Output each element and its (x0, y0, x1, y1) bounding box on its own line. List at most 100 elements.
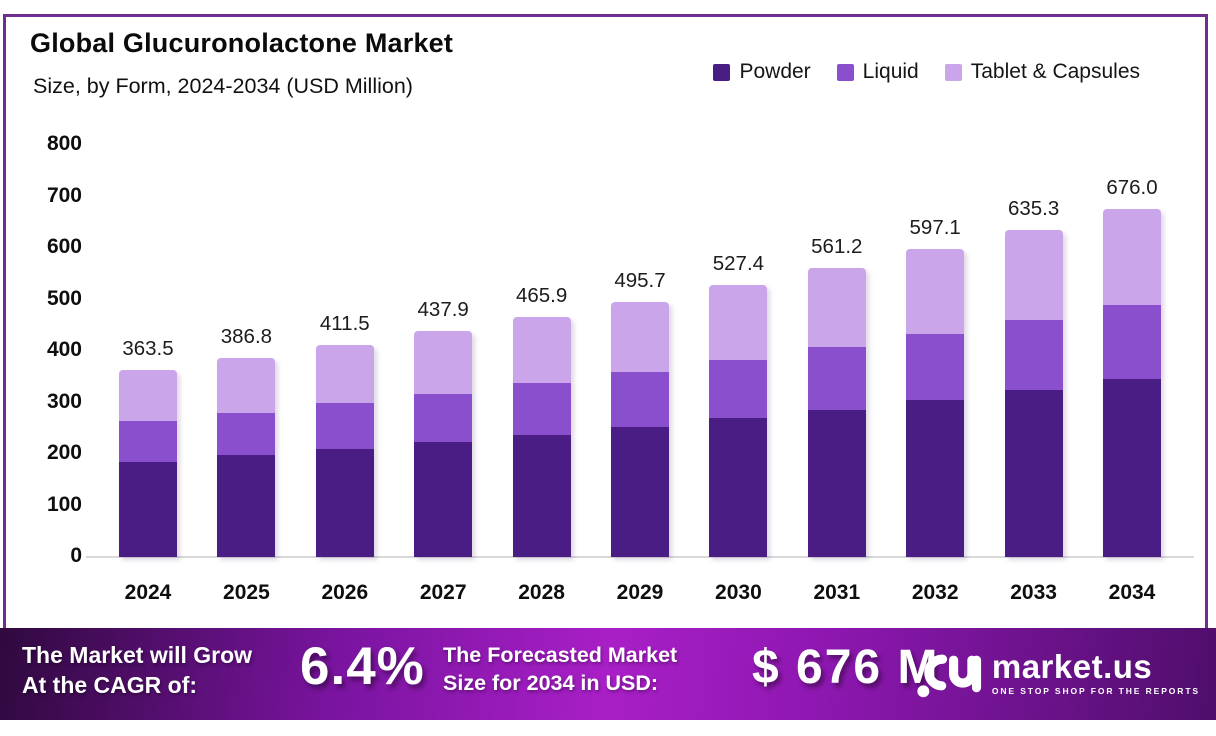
bar-2033 (1004, 229, 1063, 557)
forecast-caption-line2: Size for 2034 in USD: (443, 670, 659, 695)
bar-2029-segment-tablet-capsules (611, 301, 669, 372)
bar-2025-segment-tablet-capsules (217, 357, 276, 413)
legend-item-tablet-capsules: Tablet & Capsules (944, 60, 1140, 84)
x-axis-year-label-2026: 2026 (321, 581, 369, 604)
chart-subtitle: Size, by Form, 2024-2034 (USD Million) (33, 74, 413, 98)
forecast-caption: The Forecasted Market Size for 2034 in U… (443, 642, 677, 698)
forecast-caption-line1: The Forecasted Market (443, 643, 678, 667)
x-axis-year-label-2032: 2032 (911, 581, 959, 604)
y-axis-tick-label: 0 (70, 544, 82, 567)
bar-2029-segment-powder (611, 426, 669, 557)
bar-total-label-2028: 465.9 (515, 284, 568, 308)
legend-swatch-icon (713, 63, 731, 81)
y-axis-tick-label: 400 (46, 338, 82, 361)
bar-2026-segment-liquid (315, 403, 374, 449)
y-axis-tick-label: 600 (46, 235, 82, 258)
bar-2027 (414, 331, 473, 557)
bar-total-label-2026: 411.5 (319, 312, 370, 336)
y-axis-tick-label: 700 (46, 183, 82, 207)
cagr-caption-line1: The Market will Grow (22, 642, 253, 668)
bar-2034-segment-powder (1103, 379, 1161, 557)
cagr-value: 6.4% (300, 637, 425, 696)
bar-2028-segment-powder (512, 434, 571, 557)
bar-2024 (119, 369, 177, 557)
cagr-caption: The Market will Grow At the CAGR of: (22, 641, 252, 701)
y-axis-tick-label: 800 (46, 132, 82, 155)
bar-2030 (709, 285, 768, 557)
bar-2027-segment-tablet-capsules (414, 331, 473, 394)
bar-total-label-2034: 676.0 (1106, 175, 1158, 199)
bar-2027-segment-powder (414, 441, 473, 557)
bar-total-label-2032: 597.1 (909, 216, 961, 240)
bar-2031-segment-powder (807, 409, 866, 557)
bar-total-label-2030: 527.4 (712, 252, 765, 276)
legend-swatch-icon (836, 63, 854, 81)
bar-2033-segment-tablet-capsules (1004, 229, 1063, 320)
marketus-logo-icon (917, 654, 981, 698)
bar-2025-segment-liquid (217, 412, 276, 456)
legend-item-powder: Powder (713, 60, 811, 84)
brand-tagline: ONE STOP SHOP FOR THE REPORTS (991, 686, 1200, 697)
bar-total-label-2029: 495.7 (614, 268, 666, 292)
bar-total-label-2027: 437.9 (417, 298, 469, 322)
legend-item-liquid: Liquid (836, 60, 919, 84)
footer-banner: The Market will Grow At the CAGR of: 6.4… (0, 628, 1216, 720)
cagr-caption-line2: At the CAGR of: (22, 671, 198, 698)
bar-2028-segment-liquid (512, 383, 571, 435)
bar-2031-segment-liquid (807, 347, 866, 410)
bar-2029-segment-liquid (611, 371, 669, 427)
legend-label: Tablet & Capsules (970, 60, 1140, 83)
bar-2024-segment-tablet-capsules (119, 369, 177, 422)
bar-2027-segment-liquid (414, 393, 473, 442)
bar-2028-segment-tablet-capsules (512, 317, 571, 384)
x-axis-year-label-2033: 2033 (1010, 581, 1057, 604)
bar-2031 (807, 267, 866, 557)
bar-2030-segment-powder (709, 418, 768, 557)
bar-2026-segment-powder (315, 448, 374, 557)
brand-logo: market.us ONE STOP SHOP FOR THE REPORTS (916, 645, 1200, 701)
x-axis-year-label-2029: 2029 (616, 581, 664, 604)
bar-2026 (315, 345, 374, 557)
y-axis-tick-label: 500 (46, 286, 82, 310)
bar-2032-segment-tablet-capsules (906, 249, 965, 335)
bar-2034-segment-liquid (1103, 304, 1161, 380)
legend-swatch-icon (944, 63, 962, 81)
y-axis-tick-label: 100 (46, 492, 82, 516)
bar-2026-segment-tablet-capsules (315, 345, 374, 404)
x-axis-year-label-2034: 2034 (1108, 581, 1156, 604)
bar-total-label-2025: 386.8 (220, 324, 273, 348)
y-axis-tick-label: 300 (46, 389, 82, 413)
bar-2034 (1103, 208, 1161, 557)
bar-2029 (611, 301, 669, 557)
bar-2031-segment-tablet-capsules (807, 267, 866, 348)
bar-total-label-2024: 363.5 (122, 336, 174, 360)
x-axis-year-label-2030: 2030 (715, 581, 762, 604)
bar-2032 (906, 249, 965, 557)
bar-2025-segment-powder (217, 455, 276, 557)
legend: Powder Liquid Tablet & Capsules (713, 60, 1140, 84)
bar-2030-segment-liquid (709, 360, 768, 419)
bar-2033-segment-powder (1004, 390, 1063, 557)
legend-label: Liquid (862, 60, 919, 83)
bar-2032-segment-powder (906, 400, 965, 557)
y-axis-tick-label: 200 (46, 441, 82, 464)
brand-name: market.us (991, 648, 1153, 686)
x-axis-year-label-2031: 2031 (813, 581, 861, 604)
bar-2033-segment-liquid (1004, 319, 1063, 391)
x-axis-year-label-2025: 2025 (223, 581, 270, 604)
bar-2024-segment-liquid (119, 421, 177, 462)
stacked-bar-chart: 0 100 200 300 400 500 600 700 800 363.5 2024 386.8 2… (46, 132, 1194, 604)
forecast-value: $ 676 M (752, 641, 940, 694)
bar-2024-segment-powder (119, 461, 177, 557)
x-axis-year-label-2027: 2027 (419, 581, 467, 604)
chart-title: Global Glucuronolactone Market (30, 28, 454, 58)
bar-2030-segment-tablet-capsules (709, 285, 768, 361)
bar-total-label-2033: 635.3 (1007, 196, 1060, 220)
bar-2025 (217, 357, 276, 557)
x-axis-year-label-2028: 2028 (518, 581, 565, 604)
x-axis-baseline (86, 556, 1194, 558)
bar-2034-segment-tablet-capsules (1103, 208, 1161, 305)
x-axis-year-label-2024: 2024 (124, 581, 172, 604)
bar-2028 (512, 317, 571, 557)
bar-2032-segment-liquid (906, 334, 965, 401)
